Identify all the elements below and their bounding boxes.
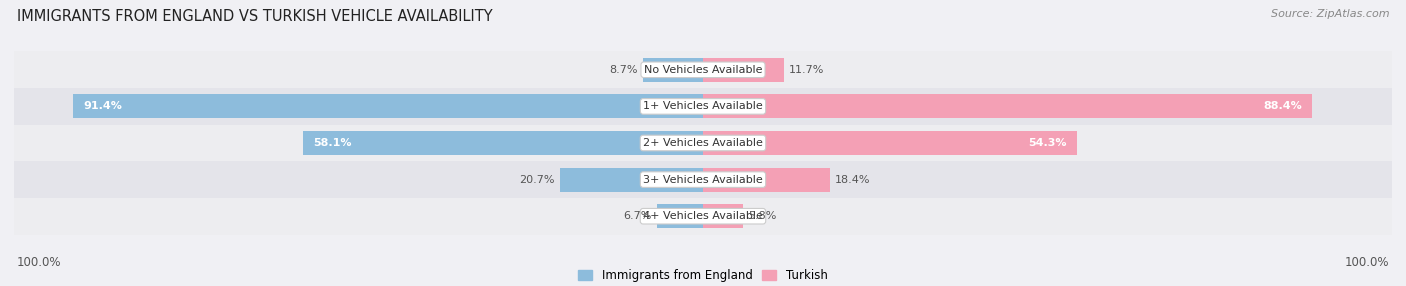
Text: IMMIGRANTS FROM ENGLAND VS TURKISH VEHICLE AVAILABILITY: IMMIGRANTS FROM ENGLAND VS TURKISH VEHIC…: [17, 9, 492, 23]
Bar: [657, 204, 703, 228]
Bar: [561, 168, 703, 192]
Text: No Vehicles Available: No Vehicles Available: [644, 65, 762, 75]
Text: 18.4%: 18.4%: [835, 175, 870, 184]
Bar: [14, 125, 1392, 161]
Text: 8.7%: 8.7%: [609, 65, 637, 75]
Text: 6.7%: 6.7%: [623, 211, 651, 221]
Bar: [73, 94, 703, 118]
Text: 4+ Vehicles Available: 4+ Vehicles Available: [643, 211, 763, 221]
Text: 3+ Vehicles Available: 3+ Vehicles Available: [643, 175, 763, 184]
Text: 11.7%: 11.7%: [789, 65, 824, 75]
Text: 100.0%: 100.0%: [17, 256, 62, 269]
Text: 54.3%: 54.3%: [1028, 138, 1067, 148]
Bar: [302, 131, 703, 155]
Text: Source: ZipAtlas.com: Source: ZipAtlas.com: [1271, 9, 1389, 19]
Text: 20.7%: 20.7%: [519, 175, 555, 184]
Text: 91.4%: 91.4%: [83, 102, 122, 111]
Text: 100.0%: 100.0%: [1344, 256, 1389, 269]
Text: 58.1%: 58.1%: [314, 138, 352, 148]
Bar: [14, 161, 1392, 198]
Bar: [14, 198, 1392, 235]
Text: 5.8%: 5.8%: [748, 211, 778, 221]
Bar: [703, 58, 783, 82]
Bar: [703, 131, 1077, 155]
Bar: [703, 94, 1312, 118]
Bar: [14, 51, 1392, 88]
Text: 1+ Vehicles Available: 1+ Vehicles Available: [643, 102, 763, 111]
Legend: Immigrants from England, Turkish: Immigrants from England, Turkish: [574, 265, 832, 286]
Text: 88.4%: 88.4%: [1263, 102, 1302, 111]
Bar: [703, 204, 742, 228]
Bar: [643, 58, 703, 82]
Text: 2+ Vehicles Available: 2+ Vehicles Available: [643, 138, 763, 148]
Bar: [703, 168, 830, 192]
Bar: [14, 88, 1392, 125]
